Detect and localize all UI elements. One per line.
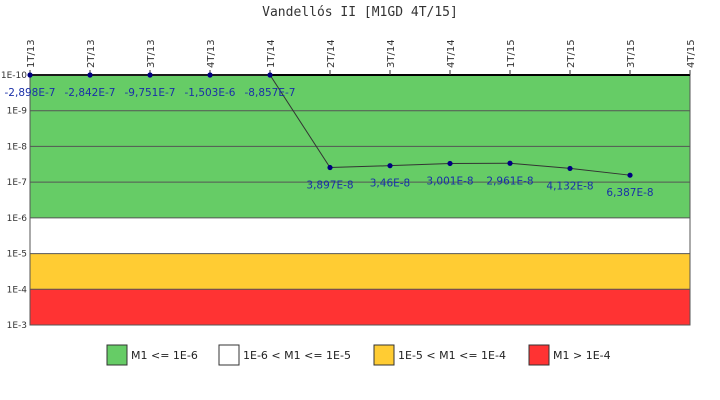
data-label: -8,857E-7 [245,87,296,99]
data-point [27,72,33,78]
data-point [207,72,213,78]
band-3 [30,289,690,325]
legend-label: 1E-6 < M1 <= 1E-5 [243,349,351,362]
plot-frame [29,74,691,326]
y-tick-label: 1E-10 [1,71,27,81]
x-tick-label: 4T/15 [686,39,697,68]
data-point [447,160,453,167]
legend-swatch [106,344,128,366]
y-tick-label: 1E-7 [7,178,27,188]
data-point [147,72,153,78]
legend-swatch [373,344,395,366]
x-tick-label: 4T/14 [446,39,457,68]
data-label: -1,503E-6 [185,87,236,99]
legend-label: M1 > 1E-4 [553,349,611,362]
y-tick-label: 1E-6 [7,214,28,224]
legend-label: M1 <= 1E-6 [131,349,198,362]
series: -2,898E-7 -2,842E-7 -9,751E-7 -1,503E-6 -8,8… [5,72,654,199]
data-label: 3,001E-8 [426,175,473,187]
x-tick-label: 1T/15 [506,39,517,68]
risk-bands [30,75,690,325]
data-label: 2,961E-8 [486,175,533,187]
y-tick-label: 1E-9 [7,107,28,117]
data-point [627,172,633,178]
x-tick-label: 3T/15 [626,39,637,68]
data-label: 3,46E-8 [370,178,410,190]
data-label: -2,898E-7 [5,87,56,99]
legend-label: 1E-5 < M1 <= 1E-4 [398,349,506,362]
chart-title: Vandellós II [M1GD 4T/15] [262,5,458,20]
y-tick-label: 1E-5 [7,250,27,260]
data-label: -2,842E-7 [65,87,116,99]
data-label: -9,751E-7 [125,87,176,99]
x-tick-label: 1T/13 [26,39,37,68]
x-tick-label: 3T/13 [146,39,157,68]
data-point [87,72,93,78]
x-tick-label: 4T/13 [206,39,217,68]
legend-swatch [528,344,550,366]
band-1 [30,217,690,254]
x-axis: 1T/13 2T/13 3T/13 4T/13 1T/14 2T/14 3T/14 4T/14… [26,39,697,75]
legend: M1 <= 1E-6 1E-6 < M1 <= 1E-5 1E-5 < M1 <= … [106,344,611,366]
x-tick-label: 2T/15 [566,39,577,68]
data-point [387,163,393,169]
y-axis: 1E-10 1E-9 1E-8 1E-7 1E-6 1E-5 1E-4 1E-3 [1,71,27,331]
data-point [267,72,273,78]
y-tick-label: 1E-8 [7,142,28,152]
x-tick-label: 2T/14 [326,39,337,68]
x-tick-label: 2T/13 [86,39,97,68]
x-tick-label: 1T/14 [266,39,277,68]
data-label: 4,132E-8 [546,180,593,192]
data-label: 6,387E-8 [606,187,653,199]
band-2 [30,253,690,290]
data-label: 3,897E-8 [306,180,353,192]
y-tick-label: 1E-4 [7,285,28,295]
legend-swatch [218,344,240,366]
data-point [507,160,513,166]
y-tick-label: 1E-3 [7,321,27,331]
data-point [567,165,573,172]
x-tick-label: 3T/14 [386,39,397,68]
data-point [327,164,333,171]
